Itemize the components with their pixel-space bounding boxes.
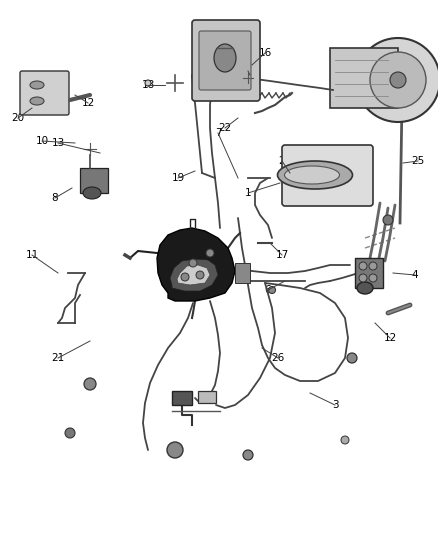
Text: 1: 1	[245, 188, 251, 198]
Circle shape	[347, 353, 357, 363]
Text: 8: 8	[52, 193, 58, 203]
Text: 11: 11	[25, 250, 39, 260]
Text: 20: 20	[11, 113, 25, 123]
Ellipse shape	[357, 282, 373, 294]
Ellipse shape	[30, 81, 44, 89]
Circle shape	[145, 80, 151, 86]
Text: 7: 7	[215, 128, 221, 138]
Text: 4: 4	[412, 270, 418, 280]
Circle shape	[189, 259, 197, 267]
Circle shape	[167, 442, 183, 458]
Text: 21: 21	[51, 353, 65, 363]
Circle shape	[356, 38, 438, 122]
Text: 16: 16	[258, 48, 272, 58]
Circle shape	[181, 273, 189, 281]
Text: 25: 25	[411, 156, 424, 166]
Circle shape	[359, 262, 367, 270]
Text: 24: 24	[241, 66, 254, 76]
Bar	[172, 391, 192, 405]
Text: 26: 26	[272, 353, 285, 363]
Text: 17: 17	[276, 250, 289, 260]
Circle shape	[65, 428, 75, 438]
Ellipse shape	[285, 166, 339, 184]
Text: 19: 19	[171, 173, 185, 183]
Circle shape	[383, 215, 393, 225]
Text: 22: 22	[219, 123, 232, 133]
Bar	[80, 168, 108, 193]
Polygon shape	[177, 265, 210, 285]
Ellipse shape	[214, 44, 236, 72]
Circle shape	[206, 249, 214, 257]
Polygon shape	[157, 228, 235, 301]
Ellipse shape	[30, 97, 44, 105]
Ellipse shape	[278, 161, 353, 189]
Ellipse shape	[83, 187, 101, 199]
FancyBboxPatch shape	[282, 145, 373, 206]
Circle shape	[243, 450, 253, 460]
Text: 18: 18	[141, 80, 155, 90]
Polygon shape	[170, 259, 218, 291]
Bar	[198, 391, 216, 403]
Text: 6: 6	[265, 285, 271, 295]
Circle shape	[369, 262, 377, 270]
Circle shape	[390, 72, 406, 88]
Bar	[355, 258, 383, 288]
Circle shape	[268, 287, 276, 294]
Bar	[235, 263, 250, 283]
Bar	[330, 48, 398, 108]
Circle shape	[341, 436, 349, 444]
FancyBboxPatch shape	[20, 71, 69, 115]
Circle shape	[359, 274, 367, 282]
Text: 12: 12	[383, 333, 397, 343]
Circle shape	[196, 271, 204, 279]
FancyBboxPatch shape	[199, 31, 251, 90]
Text: 3: 3	[332, 400, 338, 410]
Text: 12: 12	[81, 98, 95, 108]
Circle shape	[369, 274, 377, 282]
Text: 2: 2	[279, 156, 285, 166]
Text: 10: 10	[35, 136, 49, 146]
Circle shape	[84, 378, 96, 390]
Text: 13: 13	[51, 138, 65, 148]
FancyBboxPatch shape	[192, 20, 260, 101]
Circle shape	[370, 52, 426, 108]
